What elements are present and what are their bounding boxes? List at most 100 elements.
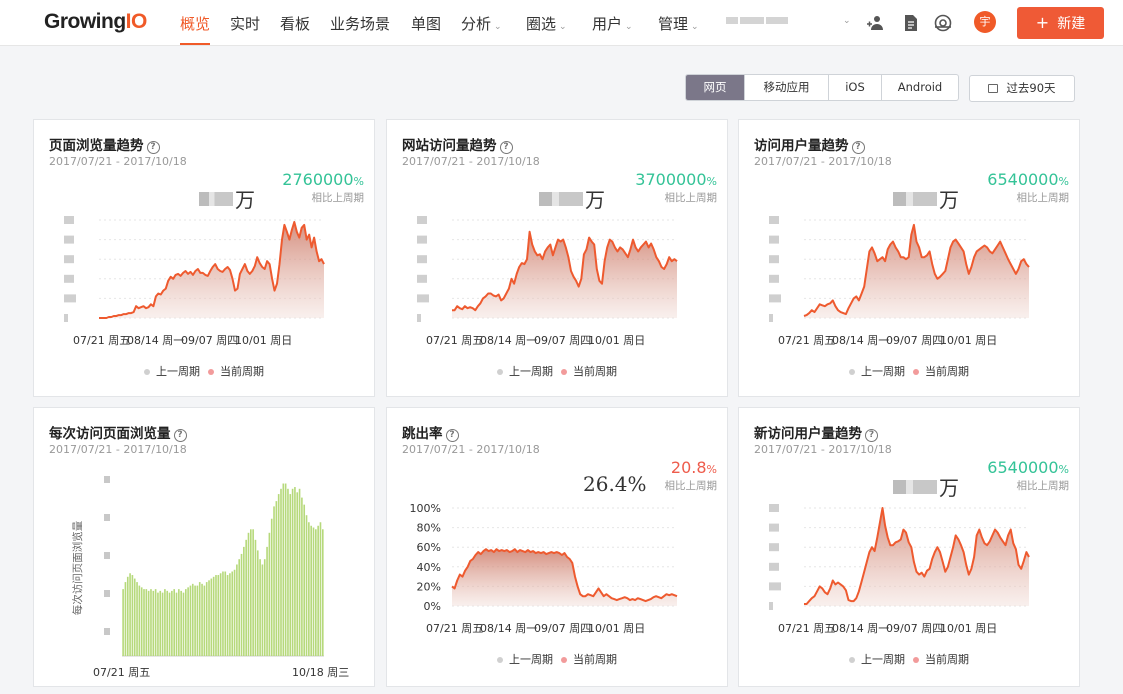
bar[interactable]	[310, 525, 312, 656]
legend-item-prev[interactable]: 上一周期	[144, 365, 200, 378]
bar[interactable]	[301, 497, 303, 656]
bar[interactable]	[287, 488, 289, 656]
bar[interactable]	[205, 582, 208, 656]
bar[interactable]	[315, 529, 317, 656]
bar[interactable]	[168, 592, 171, 656]
bar[interactable]	[231, 571, 234, 656]
bar[interactable]	[180, 590, 182, 656]
bar[interactable]	[191, 583, 194, 656]
avatar[interactable]: 宇	[974, 11, 996, 33]
bar[interactable]	[240, 553, 243, 656]
bar[interactable]	[178, 589, 180, 656]
bar[interactable]	[136, 582, 138, 656]
bar[interactable]	[261, 564, 264, 656]
bar[interactable]	[138, 585, 141, 656]
bar[interactable]	[317, 525, 319, 656]
bar[interactable]	[243, 546, 245, 656]
bar[interactable]	[219, 573, 222, 656]
bar[interactable]	[187, 587, 189, 656]
bar[interactable]	[275, 501, 278, 656]
help-icon[interactable]: ?	[865, 429, 878, 442]
bar[interactable]	[194, 585, 196, 656]
nav-item-manage[interactable]: 管理 ⌄	[658, 15, 699, 33]
bar[interactable]	[233, 569, 236, 656]
bar[interactable]	[150, 589, 152, 656]
bar[interactable]	[247, 532, 250, 656]
bar[interactable]	[245, 539, 247, 656]
legend-item-current[interactable]: 当前周期	[561, 653, 617, 666]
bar[interactable]	[282, 483, 285, 656]
legend-item-prev[interactable]: 上一周期	[497, 653, 553, 666]
help-icon[interactable]: ?	[146, 141, 160, 154]
bar[interactable]	[296, 492, 299, 656]
bar[interactable]	[161, 592, 164, 656]
tab-android[interactable]: Android	[897, 80, 943, 94]
bar[interactable]	[157, 592, 159, 656]
nav-item-single-chart[interactable]: 单图	[411, 15, 442, 33]
bar[interactable]	[152, 590, 155, 656]
nav-item-analysis[interactable]: 分析 ⌄	[461, 15, 502, 33]
bar[interactable]	[305, 515, 308, 656]
bar[interactable]	[126, 576, 129, 656]
bar[interactable]	[210, 578, 213, 656]
bar[interactable]	[298, 488, 301, 656]
add-user-icon[interactable]	[866, 14, 884, 32]
project-selector[interactable]	[726, 13, 788, 27]
bar[interactable]	[124, 582, 127, 656]
bar[interactable]	[212, 576, 215, 656]
bar[interactable]	[171, 590, 173, 656]
bar[interactable]	[259, 559, 261, 656]
legend-item-current[interactable]: 当前周期	[913, 653, 969, 666]
bar[interactable]	[164, 589, 166, 656]
bar[interactable]	[159, 590, 162, 656]
bar[interactable]	[173, 589, 176, 656]
tab-mobile-app[interactable]: 移动应用	[745, 75, 829, 100]
series-line-current[interactable]	[99, 221, 325, 319]
bar[interactable]	[131, 575, 134, 656]
bar[interactable]	[270, 518, 273, 656]
bar[interactable]	[182, 592, 185, 656]
bar[interactable]	[189, 585, 192, 656]
bar[interactable]	[263, 559, 266, 656]
new-button[interactable]: + 新建	[1017, 7, 1104, 39]
bar[interactable]	[175, 592, 178, 656]
date-range-button[interactable]: 过去90天	[969, 75, 1075, 102]
series-line-current[interactable]	[804, 507, 1030, 605]
bar[interactable]	[250, 529, 252, 656]
help-icon[interactable]: ?	[445, 429, 459, 442]
nav-item-overview[interactable]: 概览	[180, 15, 211, 45]
bar[interactable]	[254, 539, 257, 656]
series-line-current[interactable]	[452, 230, 678, 312]
bar[interactable]	[222, 571, 224, 656]
legend-item-current[interactable]: 当前周期	[208, 365, 264, 378]
nav-item-dashboards[interactable]: 看板	[280, 15, 311, 33]
help-icon[interactable]: ?	[173, 429, 187, 442]
project-dropdown-icon[interactable]: ⌄	[843, 16, 851, 26]
bar[interactable]	[277, 494, 280, 656]
nav-item-circle-select[interactable]: 圈选 ⌄	[526, 15, 567, 33]
bar[interactable]	[166, 590, 169, 656]
bar[interactable]	[198, 582, 201, 656]
bar[interactable]	[145, 589, 148, 656]
bar[interactable]	[236, 564, 238, 656]
legend-item-prev[interactable]: 上一周期	[497, 365, 553, 378]
brand-logo[interactable]: GrowingIO	[44, 10, 147, 33]
tab-ios[interactable]: iOS	[829, 75, 882, 100]
bar[interactable]	[273, 506, 275, 656]
nav-item-users[interactable]: 用户 ⌄	[592, 15, 633, 33]
bar[interactable]	[143, 589, 145, 656]
bar[interactable]	[229, 573, 231, 656]
legend-item-current[interactable]: 当前周期	[561, 365, 617, 378]
bar[interactable]	[140, 587, 143, 656]
document-icon[interactable]	[902, 14, 920, 32]
bar[interactable]	[319, 522, 322, 656]
bar[interactable]	[201, 583, 203, 656]
bar[interactable]	[154, 589, 157, 656]
bar[interactable]	[147, 590, 150, 656]
bar[interactable]	[217, 575, 220, 656]
bar[interactable]	[238, 559, 241, 656]
bar[interactable]	[252, 529, 254, 656]
bar[interactable]	[291, 488, 294, 656]
bar[interactable]	[308, 522, 310, 656]
nav-item-business-scenarios[interactable]: 业务场景	[330, 15, 391, 33]
